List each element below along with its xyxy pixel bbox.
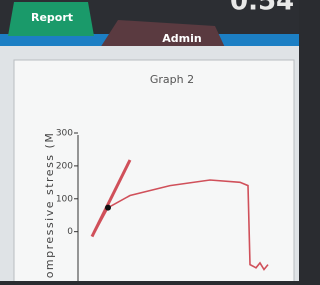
display-value: 0.54: [230, 0, 294, 17]
tab-label[interactable]: Report: [31, 11, 73, 24]
y-tick-label: 300: [56, 129, 73, 139]
y-tick-label: 200: [56, 161, 73, 171]
marker: [105, 205, 111, 211]
y-axis-label: ompressive stress (M: [43, 132, 56, 279]
chart-title: Graph 2: [150, 73, 194, 86]
y-tick-label: 0: [67, 227, 73, 237]
screen: 0.54 Report Admin Graph 2 ompressive str…: [0, 0, 299, 281]
tab-label[interactable]: Admin: [162, 32, 201, 45]
y-tick-label: 100: [56, 194, 73, 204]
page: 0.54 Report Admin Graph 2 ompressive str…: [0, 0, 299, 281]
